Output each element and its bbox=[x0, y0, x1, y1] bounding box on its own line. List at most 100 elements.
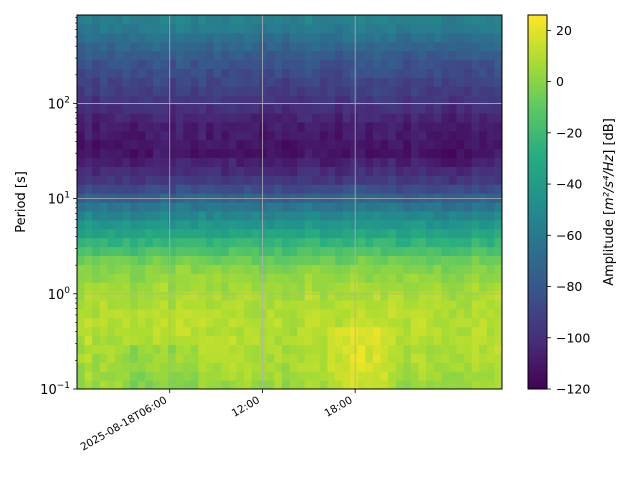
heatmap-cell bbox=[107, 121, 116, 132]
heatmap-cell bbox=[137, 353, 146, 363]
heatmap-cell bbox=[456, 317, 465, 328]
heatmap-cell bbox=[388, 264, 397, 274]
heatmap-cell bbox=[297, 23, 306, 34]
heatmap-cell bbox=[274, 77, 283, 87]
heatmap-cell bbox=[190, 228, 200, 239]
heatmap-cell bbox=[464, 380, 473, 389]
heatmap-cell bbox=[342, 193, 351, 203]
heatmap-cell bbox=[372, 86, 382, 96]
heatmap-cell bbox=[327, 130, 336, 141]
heatmap-cell bbox=[479, 86, 488, 96]
heatmap-cell bbox=[494, 362, 502, 372]
heatmap-cell bbox=[228, 68, 237, 78]
heatmap-cell bbox=[107, 353, 116, 363]
heatmap-cell bbox=[304, 130, 313, 141]
heatmap-cell bbox=[274, 139, 283, 150]
heatmap-cell bbox=[221, 139, 230, 150]
heatmap-cell bbox=[464, 157, 473, 167]
heatmap-cell bbox=[281, 130, 291, 141]
heatmap-cell bbox=[130, 193, 139, 203]
heatmap-cell bbox=[426, 344, 435, 354]
heatmap-cell bbox=[388, 291, 397, 301]
heatmap-cell bbox=[145, 77, 154, 87]
heatmap-cell bbox=[221, 228, 230, 239]
heatmap-cell bbox=[372, 68, 382, 78]
heatmap-cell bbox=[145, 308, 154, 319]
heatmap-cell bbox=[372, 166, 382, 176]
heatmap-cell bbox=[410, 255, 420, 265]
heatmap-cell bbox=[464, 32, 473, 43]
heatmap-cell bbox=[145, 166, 154, 176]
heatmap-cell bbox=[206, 202, 215, 212]
heatmap-cell bbox=[486, 228, 496, 239]
heatmap-cell bbox=[213, 175, 222, 185]
heatmap-cell bbox=[228, 193, 237, 203]
heatmap-cell bbox=[198, 273, 207, 283]
heatmap-cell bbox=[350, 157, 359, 167]
heatmap-cell bbox=[479, 255, 488, 265]
heatmap-cell bbox=[327, 50, 336, 61]
heatmap-cell bbox=[388, 23, 397, 34]
heatmap-cell bbox=[418, 264, 427, 274]
heatmap-cell bbox=[99, 77, 108, 87]
heatmap-cell bbox=[77, 228, 86, 239]
heatmap-cell bbox=[99, 95, 108, 105]
heatmap-cell bbox=[312, 68, 321, 78]
heatmap-cell bbox=[471, 317, 480, 328]
heatmap-cell bbox=[168, 202, 177, 212]
heatmap-cell bbox=[312, 15, 321, 25]
heatmap-cell bbox=[342, 255, 351, 265]
heatmap-cell bbox=[403, 291, 412, 301]
heatmap-cell bbox=[213, 273, 222, 283]
heatmap-cell bbox=[395, 246, 404, 257]
heatmap-cell bbox=[327, 228, 336, 239]
heatmap-cell bbox=[236, 353, 245, 363]
heatmap-cell bbox=[426, 202, 435, 212]
heatmap-cell bbox=[77, 175, 86, 185]
heatmap-cell bbox=[243, 335, 253, 346]
heatmap-cell bbox=[448, 112, 458, 123]
heatmap-cell bbox=[297, 299, 306, 310]
heatmap-cell bbox=[251, 362, 260, 372]
heatmap-cell bbox=[418, 166, 427, 176]
heatmap-cell bbox=[84, 193, 93, 203]
heatmap-cell bbox=[206, 50, 215, 61]
heatmap-cell bbox=[130, 148, 139, 159]
heatmap-cell bbox=[243, 68, 253, 78]
heatmap-cell bbox=[304, 104, 313, 114]
heatmap-cell bbox=[198, 210, 207, 221]
heatmap-cell bbox=[251, 335, 260, 346]
heatmap-cell bbox=[486, 193, 496, 203]
heatmap-cell bbox=[168, 23, 177, 34]
heatmap-cell bbox=[206, 95, 215, 105]
heatmap-cell bbox=[251, 202, 260, 212]
heatmap-cell bbox=[380, 112, 389, 123]
heatmap-cell bbox=[243, 317, 253, 328]
heatmap-cell bbox=[281, 157, 291, 167]
heatmap-cell bbox=[479, 344, 488, 354]
heatmap-cell bbox=[456, 353, 465, 363]
heatmap-cell bbox=[327, 202, 336, 212]
heatmap-cell bbox=[160, 23, 169, 34]
heatmap-cell bbox=[259, 121, 268, 132]
heatmap-cell bbox=[464, 95, 473, 105]
heatmap-cell bbox=[494, 353, 502, 363]
heatmap-cell bbox=[410, 95, 420, 105]
heatmap-cell bbox=[380, 264, 389, 274]
heatmap-cell bbox=[494, 112, 502, 123]
heatmap-cell bbox=[228, 157, 237, 167]
heatmap-cell bbox=[114, 237, 124, 248]
heatmap-cell bbox=[456, 175, 465, 185]
heatmap-cell bbox=[130, 264, 139, 274]
heatmap-cell bbox=[266, 148, 275, 159]
heatmap-cell bbox=[388, 121, 397, 132]
heatmap-cell bbox=[152, 273, 162, 283]
heatmap-cell bbox=[312, 264, 321, 274]
heatmap-cell bbox=[441, 202, 450, 212]
heatmap-cell bbox=[175, 68, 184, 78]
heatmap-cell bbox=[84, 246, 93, 257]
heatmap-cell bbox=[433, 202, 442, 212]
heatmap-cell bbox=[289, 335, 298, 346]
heatmap-cell bbox=[365, 228, 374, 239]
heatmap-cell bbox=[471, 104, 480, 114]
